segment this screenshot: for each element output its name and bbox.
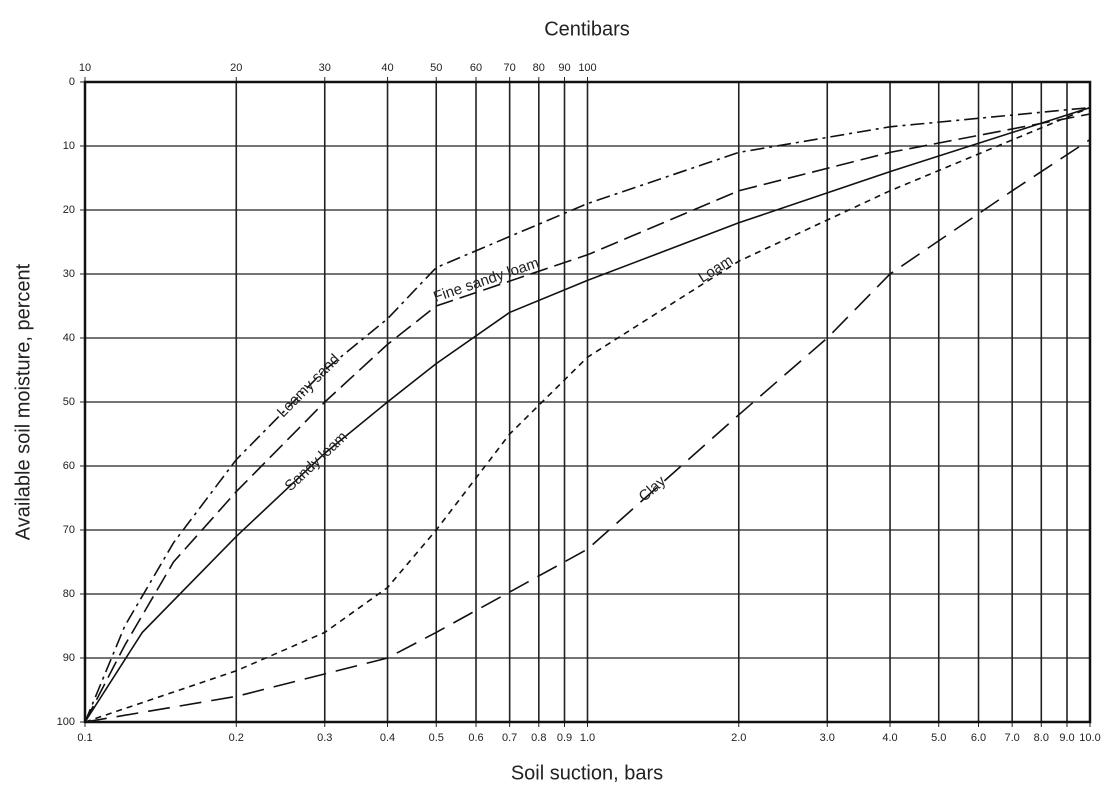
x-tick-label: 0.1 bbox=[77, 732, 92, 744]
y-tick-label: 10 bbox=[63, 140, 75, 152]
curve-label: Loam bbox=[695, 252, 736, 286]
y-tick-label: 40 bbox=[63, 332, 75, 344]
x-tick-label: 5.0 bbox=[931, 732, 946, 744]
x-tick-label: 6.0 bbox=[971, 732, 986, 744]
y-tick-label: 30 bbox=[63, 268, 75, 280]
chart: Centibars Soil suction, bars Available s… bbox=[0, 0, 1109, 791]
y-tick-label: 0 bbox=[69, 76, 75, 88]
x2-tick-label: 30 bbox=[319, 62, 331, 74]
x-tick-label: 10.0 bbox=[1079, 732, 1100, 744]
x2-tick-label: 70 bbox=[504, 62, 516, 74]
x-tick-label: 7.0 bbox=[1005, 732, 1020, 744]
x2-tick-label: 90 bbox=[558, 62, 570, 74]
x-tick-label: 0.2 bbox=[229, 732, 244, 744]
y-tick-label: 70 bbox=[63, 524, 75, 536]
x-axis-title: Soil suction, bars bbox=[511, 762, 663, 784]
y-tick-label: 50 bbox=[63, 396, 75, 408]
x2-tick-label: 100 bbox=[578, 62, 596, 74]
x-tick-label: 0.7 bbox=[502, 732, 517, 744]
x2-tick-label: 10 bbox=[79, 62, 91, 74]
x-tick-label: 2.0 bbox=[731, 732, 746, 744]
y-tick-label: 20 bbox=[63, 204, 75, 216]
y-tick-label: 90 bbox=[63, 652, 75, 664]
y-axis-title: Available soil moisture, percent bbox=[12, 263, 34, 540]
curve-label: Loamy sand bbox=[274, 351, 343, 421]
x-tick-label: 0.4 bbox=[380, 732, 395, 744]
x-tick-label: 0.8 bbox=[531, 732, 546, 744]
y-tick-label: 80 bbox=[63, 588, 75, 600]
x-tick-label: 4.0 bbox=[882, 732, 897, 744]
x2-tick-label: 60 bbox=[470, 62, 482, 74]
curve-label: Clay bbox=[635, 472, 669, 505]
y-tick-label: 100 bbox=[57, 716, 75, 728]
x-tick-label: 3.0 bbox=[820, 732, 835, 744]
x-tick-label: 8.0 bbox=[1034, 732, 1049, 744]
x2-tick-label: 20 bbox=[230, 62, 242, 74]
x-tick-label: 0.9 bbox=[557, 732, 572, 744]
x-tick-label: 0.5 bbox=[429, 732, 444, 744]
curve-label: Sandy loam bbox=[281, 428, 350, 495]
x-tick-label: 1.0 bbox=[580, 732, 595, 744]
top-axis-title: Centibars bbox=[544, 18, 630, 40]
x-tick-label: 9.0 bbox=[1059, 732, 1074, 744]
x-tick-label: 0.6 bbox=[468, 732, 483, 744]
x2-tick-label: 50 bbox=[430, 62, 442, 74]
x-tick-label: 0.3 bbox=[317, 732, 332, 744]
y-tick-label: 60 bbox=[63, 460, 75, 472]
page: {"chart_data": {"type": "line", "title":… bbox=[0, 0, 1109, 791]
x2-tick-label: 80 bbox=[533, 62, 545, 74]
x2-tick-label: 40 bbox=[381, 62, 393, 74]
